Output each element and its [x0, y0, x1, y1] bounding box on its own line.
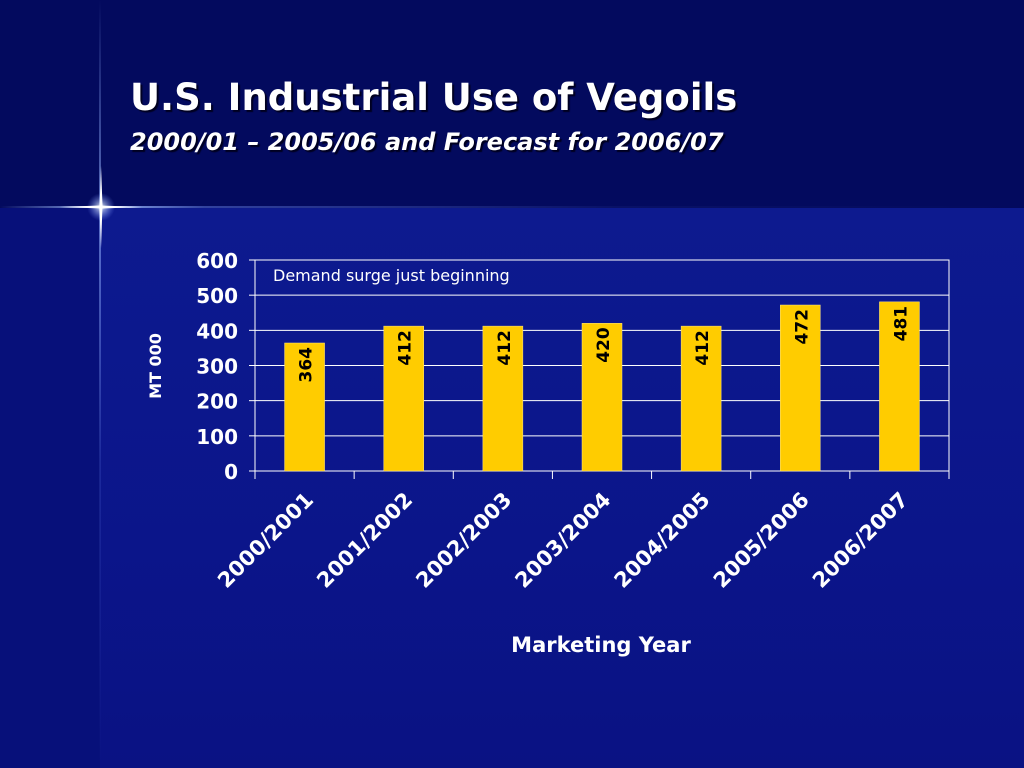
- vertical-accent-line: [99, 0, 101, 768]
- horizontal-accent-line: [0, 206, 1024, 208]
- y-tick-label: 0: [224, 460, 238, 484]
- data-label: 364: [297, 347, 317, 383]
- y-tick-label: 100: [196, 425, 238, 449]
- x-tick-label: 2000/2001: [213, 488, 318, 593]
- x-tick-label: 2003/2004: [510, 488, 615, 593]
- x-axis-ticks: 2000/20012001/20022002/20032003/20042004…: [213, 471, 950, 593]
- bar: [581, 323, 623, 472]
- data-label: 472: [792, 309, 812, 345]
- bar: [780, 304, 821, 472]
- x-tick-label: 2002/2003: [411, 488, 516, 593]
- bar: [879, 301, 920, 472]
- data-label: 412: [396, 330, 416, 366]
- x-tick-label: 2001/2002: [312, 488, 417, 593]
- x-tick-label: 2006/2007: [808, 488, 913, 593]
- main-area: [100, 208, 1024, 768]
- bar: [482, 325, 524, 472]
- bar: [680, 325, 722, 472]
- chart-annotation: Demand surge just beginning: [273, 266, 510, 285]
- slide-subtitle: 2000/01 – 2005/06 and Forecast for 2006/…: [130, 128, 724, 156]
- data-label: 412: [495, 330, 515, 366]
- data-label: 412: [693, 330, 713, 366]
- x-tick-label: 2005/2006: [709, 488, 814, 593]
- y-tick-label: 200: [196, 390, 238, 414]
- bar: [383, 325, 424, 472]
- bar: [284, 342, 325, 472]
- data-labels: 364 412 412 420 412 472 481: [297, 306, 912, 383]
- x-axis-label: Marketing Year: [511, 633, 691, 657]
- y-tick-label: 300: [196, 355, 238, 379]
- header-band: [0, 0, 1024, 208]
- data-label: 481: [891, 306, 911, 342]
- y-tick-label: 600: [196, 249, 238, 273]
- y-tick-label: 500: [196, 284, 238, 308]
- x-tick-label: 2004/2005: [610, 488, 715, 593]
- bars: [284, 301, 920, 472]
- y-axis-ticks: 0 100 200 300 400 500 600: [196, 249, 255, 484]
- y-axis-label: MT 000: [146, 333, 165, 399]
- left-strip: [0, 208, 100, 768]
- slide-title: U.S. Industrial Use of Vegoils: [130, 76, 738, 119]
- data-label: 420: [594, 327, 614, 363]
- y-tick-label: 400: [196, 319, 238, 343]
